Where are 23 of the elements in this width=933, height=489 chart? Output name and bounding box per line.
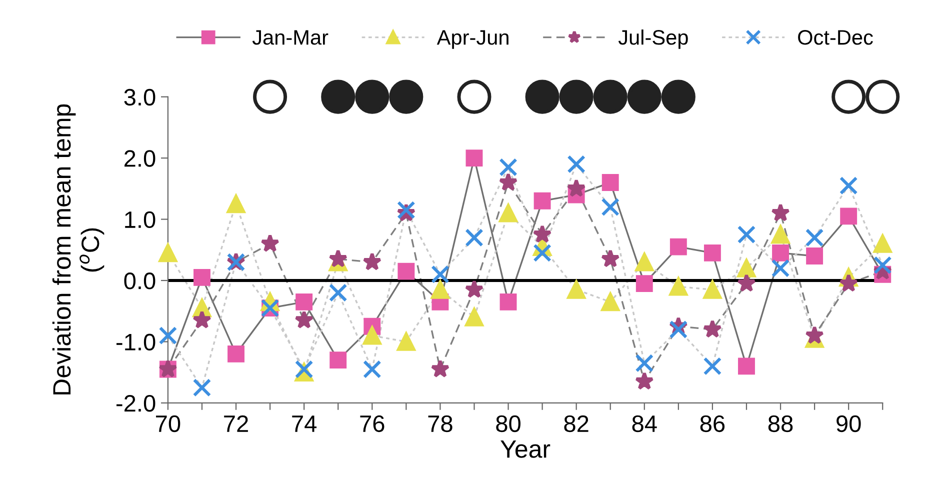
x-tick-label: 90 <box>836 415 861 432</box>
legend-label: Oct-Dec <box>798 30 873 45</box>
x-tick-label: 78 <box>428 415 452 432</box>
x-tick-label: 82 <box>564 415 588 432</box>
x-tick-label: 88 <box>768 415 793 432</box>
x-axis-title: Year <box>500 440 550 458</box>
x-tick-label: 84 <box>632 415 657 432</box>
y-tick-label: 0.0 <box>124 272 156 290</box>
y-tick-label: -2.0 <box>116 395 156 412</box>
x-tick-label: 72 <box>224 415 248 432</box>
legend-label: Apr-Jun <box>436 30 508 49</box>
x-tick-label: 70 <box>156 415 180 432</box>
legend-label: Jul-Sep <box>618 29 688 49</box>
x-tick-label: 74 <box>292 416 317 432</box>
x-tick-label: 86 <box>700 415 725 432</box>
x-tick-label: 80 <box>496 415 520 432</box>
y-tick-label: 2.0 <box>124 150 156 167</box>
legend-label: Jan-Mar <box>252 30 328 45</box>
x-tick-label: 76 <box>360 415 384 432</box>
y-tick-label: 3.0 <box>124 88 156 106</box>
y-tick-label: 1.0 <box>125 211 156 228</box>
y-tick-label: -1.0 <box>116 334 156 350</box>
y-axis-title: Deviation from mean temp ($^{o}$C) <box>52 104 104 394</box>
